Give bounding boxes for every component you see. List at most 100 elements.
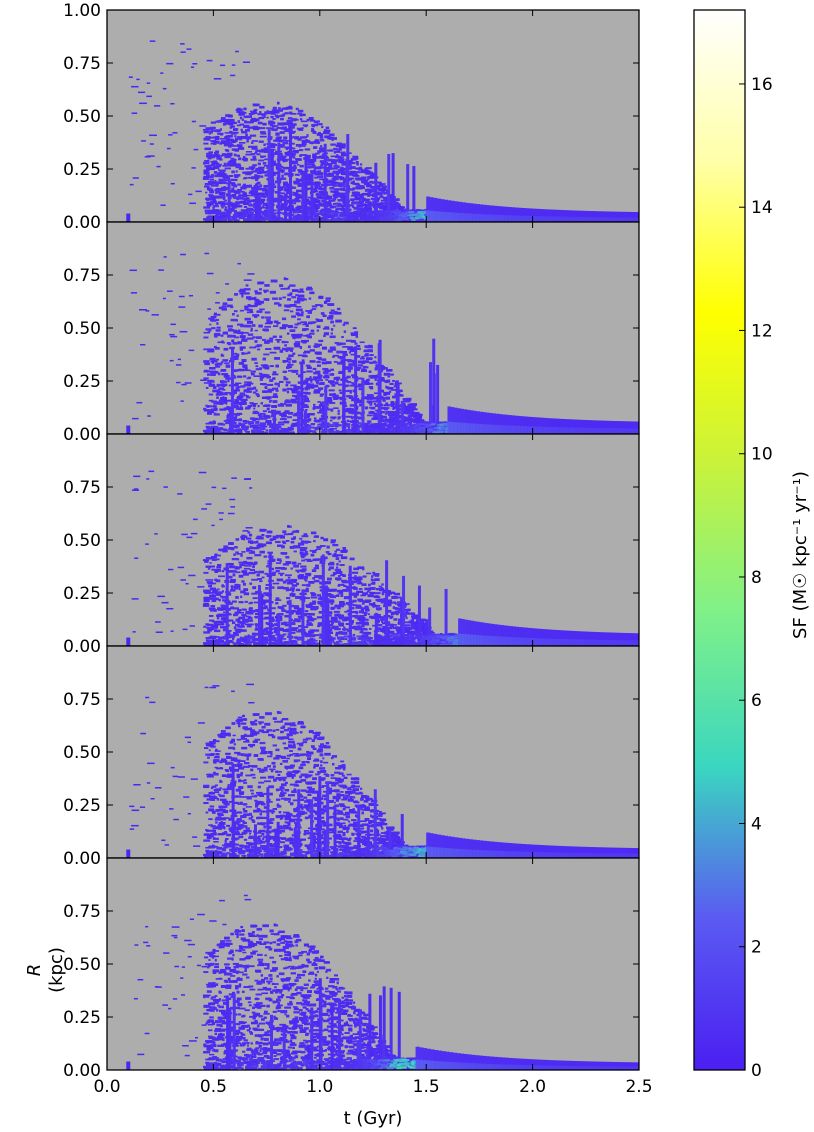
sf-core-cell (361, 216, 366, 219)
sf-cell (319, 218, 323, 221)
sf-cell (325, 361, 332, 364)
sf-cell (211, 181, 215, 185)
sf-tail-core (539, 216, 544, 222)
sf-cell (337, 409, 340, 413)
sf-cell (309, 349, 315, 352)
sf-tail-segment (621, 211, 626, 222)
sf-core-cell (363, 214, 369, 217)
sf-cell (166, 62, 174, 65)
sf-tail-core (493, 214, 498, 222)
sf-cell (343, 321, 349, 325)
sf-tail-segment (525, 208, 530, 222)
sf-cell (328, 179, 336, 183)
sf-cell (326, 205, 329, 208)
sf-cell (238, 194, 245, 197)
sf-cell (230, 305, 234, 309)
sf-cell (348, 167, 352, 170)
sf-tail-core (628, 217, 633, 222)
sf-cell (235, 128, 239, 131)
sf-cell (254, 151, 258, 154)
sf-cell (219, 64, 226, 67)
sf-cell (331, 199, 336, 202)
sf-cell (326, 203, 329, 206)
sf-cell (360, 177, 367, 181)
sf-cell (300, 154, 307, 156)
sf-cell (221, 153, 227, 156)
sf-cell (284, 129, 290, 133)
sf-cell (262, 205, 265, 208)
sf-cell (330, 328, 334, 331)
sf-cell (228, 204, 233, 207)
sf-core-cell (402, 212, 406, 215)
sf-cell (338, 145, 346, 149)
sf-outlier (126, 213, 131, 222)
sf-tail-core (465, 213, 470, 222)
sf-cell (233, 174, 241, 177)
sf-cell (356, 163, 359, 166)
sf-cell (260, 171, 268, 174)
sf-core-cell (352, 219, 357, 222)
sf-cell (350, 364, 357, 367)
sf-cell (187, 193, 193, 196)
sf-cell (319, 394, 324, 397)
sf-tail-core (475, 213, 480, 222)
sf-cell (288, 354, 294, 358)
sf-tail-core (472, 213, 477, 222)
sf-cell (366, 397, 373, 400)
sf-cell (353, 206, 360, 209)
sf-cell (335, 376, 340, 380)
sf-cell (217, 422, 224, 426)
sf-cell (207, 138, 210, 141)
sf-cell (282, 296, 286, 299)
sf-cell (362, 209, 369, 212)
sf-cell (307, 196, 312, 199)
sf-cell (250, 153, 256, 155)
sf-cell (240, 332, 244, 335)
sf-core-cell (415, 215, 422, 218)
sf-cell (302, 124, 309, 127)
sf-cell (288, 411, 294, 415)
sf-cell (315, 166, 322, 170)
sf-tail-core (497, 214, 502, 222)
sf-cell (311, 205, 318, 208)
sf-tail-core (514, 215, 519, 222)
sf-tail-core (479, 214, 484, 222)
sf-cell (238, 110, 241, 114)
sf-cell (338, 389, 342, 392)
sf-streak (283, 194, 287, 222)
sf-cell (231, 170, 235, 174)
sf-cell (257, 113, 264, 116)
sf-cell (345, 423, 351, 425)
sf-cell (339, 355, 344, 358)
sf-cell (318, 197, 325, 200)
sf-cell (313, 210, 317, 213)
sf-cell (362, 181, 365, 184)
sf-cell (192, 63, 198, 65)
sf-cell (367, 420, 372, 423)
sf-cell (211, 209, 219, 212)
sf-core-cell (363, 218, 371, 221)
sf-cell (350, 198, 355, 202)
sf-cell (362, 203, 366, 206)
sf-cell (253, 386, 257, 390)
sf-cell (332, 202, 337, 205)
sf-cell (340, 166, 344, 169)
sf-cell (388, 390, 392, 393)
sf-cell (318, 147, 326, 150)
sf-cell (383, 199, 387, 201)
sf-cell (368, 188, 373, 191)
sf-cell (281, 165, 284, 169)
sf-cell (224, 132, 230, 134)
sf-cell (329, 373, 335, 376)
sf-cell (245, 167, 252, 170)
sf-cell (341, 206, 344, 209)
sf-cell (324, 197, 331, 200)
sf-cell (351, 201, 354, 205)
sf-cell (212, 205, 219, 208)
sf-tail-segment (490, 205, 495, 222)
sf-streak (374, 162, 378, 222)
sf-cell (330, 427, 337, 430)
sf-cell (292, 149, 300, 153)
sf-cell (237, 183, 241, 186)
sf-cell (139, 102, 147, 105)
